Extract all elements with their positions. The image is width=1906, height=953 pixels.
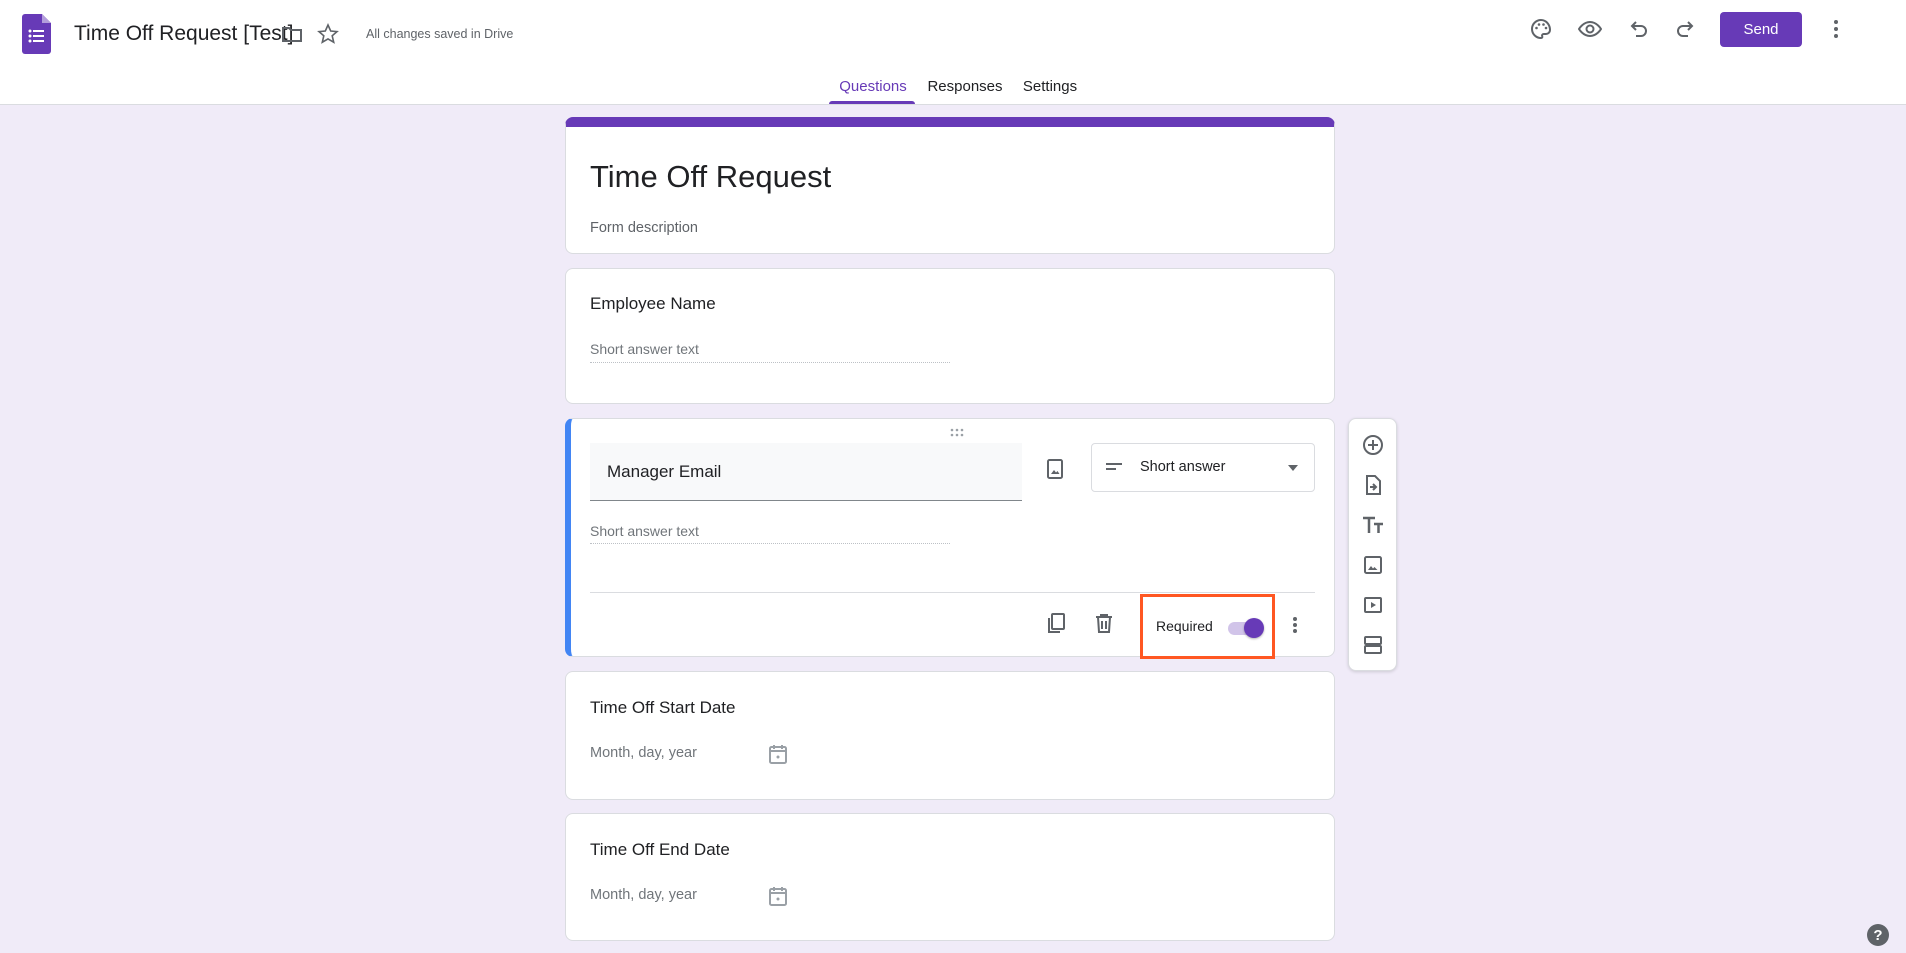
undo-icon[interactable] — [1623, 13, 1655, 45]
calendar-icon[interactable] — [762, 880, 794, 912]
question-title-input[interactable]: Manager Email — [590, 443, 1022, 501]
save-status: All changes saved in Drive — [366, 27, 514, 41]
redo-icon[interactable] — [1669, 13, 1701, 45]
add-section-icon[interactable] — [1357, 629, 1389, 661]
folder-icon[interactable] — [276, 18, 308, 50]
question-title: Employee Name — [590, 294, 716, 313]
add-image-icon[interactable] — [1357, 549, 1389, 581]
add-video-icon[interactable] — [1357, 589, 1389, 621]
palette-icon[interactable] — [1525, 13, 1557, 45]
question-title: Time Off Start Date — [590, 698, 736, 717]
form-header-card: Time Off Request Form description — [565, 117, 1335, 254]
form-description[interactable]: Form description — [590, 220, 698, 236]
calendar-icon[interactable] — [762, 738, 794, 770]
required-label: Required — [1156, 618, 1213, 634]
delete-icon[interactable] — [1088, 607, 1120, 639]
drag-handle-icon[interactable] — [947, 425, 967, 437]
answer-placeholder: Short answer text — [590, 523, 699, 539]
preview-eye-icon[interactable] — [1574, 13, 1606, 45]
top-bar: Time Off Request [Test] All changes save… — [0, 0, 1906, 105]
send-button[interactable]: Send — [1720, 12, 1802, 47]
question-card-start-date[interactable]: Time Off Start Date Month, day, year — [565, 671, 1335, 800]
question-card-end-date[interactable]: Time Off End Date Month, day, year — [565, 813, 1335, 941]
document-title[interactable]: Time Off Request [Test] — [74, 22, 294, 45]
answer-placeholder: Short answer text — [590, 341, 699, 357]
date-placeholder: Month, day, year — [590, 745, 697, 761]
forms-logo[interactable] — [22, 14, 51, 54]
help-icon[interactable]: ? — [1867, 924, 1889, 946]
floating-toolbar — [1348, 418, 1397, 671]
add-image-icon[interactable] — [1039, 453, 1071, 485]
question-title: Manager Email — [607, 462, 722, 481]
form-title[interactable]: Time Off Request — [590, 159, 832, 194]
question-type-dropdown[interactable]: Short answer — [1091, 443, 1315, 492]
question-title: Time Off End Date — [590, 840, 730, 859]
more-vert-icon[interactable] — [1820, 13, 1852, 45]
tab-questions[interactable]: Questions — [839, 78, 907, 95]
add-title-icon[interactable] — [1357, 509, 1389, 541]
more-options-icon[interactable] — [1279, 609, 1311, 641]
footer-divider — [590, 592, 1315, 593]
answer-underline — [590, 362, 950, 363]
required-highlight-box — [1140, 594, 1275, 659]
answer-underline — [590, 543, 950, 544]
import-questions-icon[interactable] — [1357, 469, 1389, 501]
short-text-icon — [1106, 463, 1122, 470]
question-type-label: Short answer — [1140, 459, 1226, 475]
required-toggle[interactable] — [1226, 618, 1264, 638]
add-question-icon[interactable] — [1357, 429, 1389, 461]
date-placeholder: Month, day, year — [590, 887, 697, 903]
star-icon[interactable] — [312, 18, 344, 50]
tab-responses[interactable]: Responses — [927, 78, 1003, 95]
dropdown-arrow-icon — [1288, 465, 1298, 471]
question-card-manager-email[interactable]: Manager Email Short answer Short answer … — [565, 418, 1335, 659]
tab-settings[interactable]: Settings — [1022, 78, 1078, 95]
question-card-employee-name[interactable]: Employee Name Short answer text — [565, 268, 1335, 404]
duplicate-icon[interactable] — [1040, 607, 1072, 639]
active-tab-indicator — [829, 101, 915, 104]
